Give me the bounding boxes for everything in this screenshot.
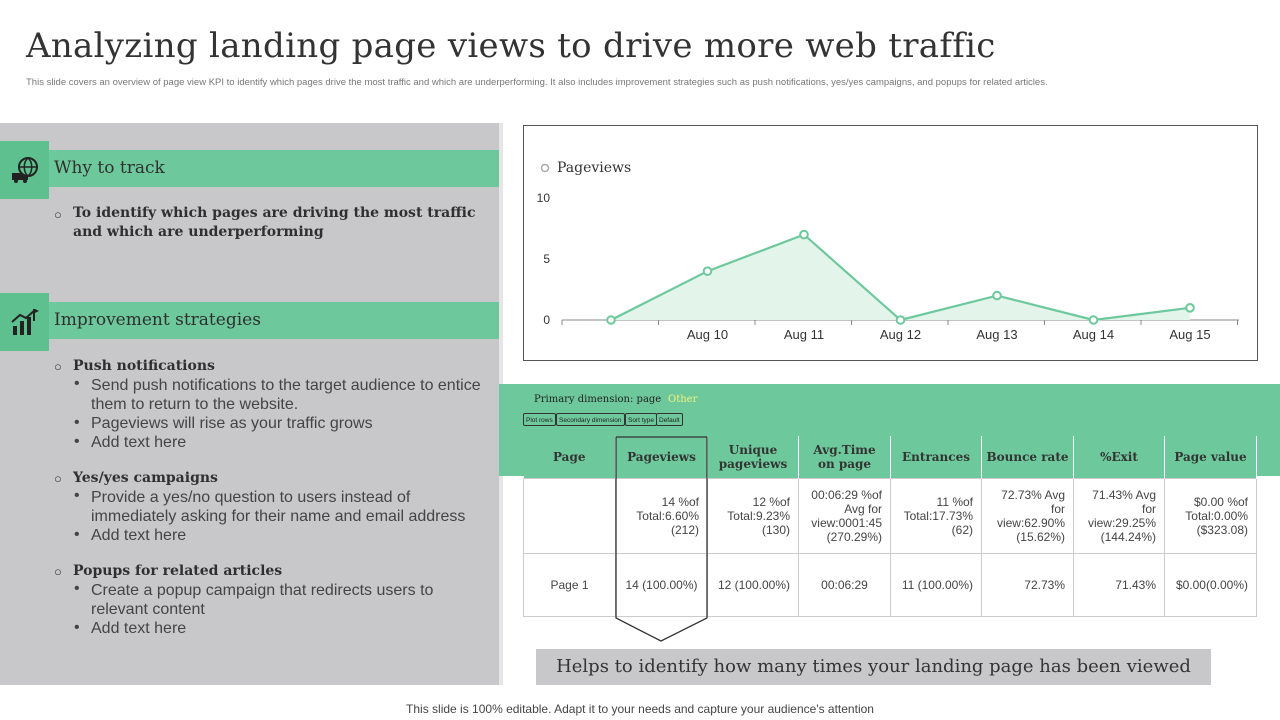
circle-bullet-icon: ○	[54, 207, 62, 222]
data-point	[606, 315, 616, 325]
strategy-bullet: Pageviews will rise as your traffic grow…	[91, 415, 373, 432]
strategy-bullet: Provide a yes/no question to users inste…	[91, 489, 466, 525]
x-tick-label: Aug 15	[1169, 327, 1210, 342]
slide-subtitle: This slide covers an overview of page vi…	[26, 77, 1048, 88]
strategy-heading-popups: Popups for related articles	[73, 563, 283, 579]
x-tick-label: Aug 10	[687, 327, 728, 342]
column-header[interactable]: Bounce rate	[981, 436, 1074, 479]
strategy-bullet: Add text here	[91, 527, 187, 544]
strategy-heading-push: Push notifications	[73, 358, 215, 374]
data-point	[1185, 303, 1195, 313]
circle-bullet-icon: ○	[54, 564, 62, 579]
data-point	[799, 229, 809, 240]
bullet-icon: •	[74, 433, 80, 450]
bullet-icon: •	[74, 375, 80, 392]
pageviews-chart-panel: 10 5 0 Aug 10 Aug 11 Aug 12 Aug 13 Aug 14 Aug 15…	[523, 125, 1258, 361]
table-cell: 71.43% Avg for view:29.25% (144.24%)	[1073, 478, 1165, 554]
table-cell: 72.73% Avg for view:62.90% (15.62%)	[981, 478, 1074, 554]
growth-chart-icon	[0, 293, 49, 351]
strategy-bullet: Add text here	[91, 620, 187, 637]
table-cell: 12 (100.00%)	[707, 553, 799, 617]
default-button[interactable]: Default	[656, 413, 683, 426]
column-header[interactable]: Pageviews	[615, 436, 708, 479]
strategy-heading-yesyes: Yes/yes campaigns	[73, 470, 218, 486]
why-to-track-title: Why to track	[54, 158, 165, 178]
primary-dimension-value[interactable]: Other	[668, 394, 698, 405]
sort-type-button[interactable]: Sort type	[625, 413, 658, 426]
left-panel	[0, 123, 499, 685]
primary-dimension-label: Primary dimension: page	[534, 394, 662, 405]
why-to-track-band: Why to track	[0, 141, 499, 199]
table-cell: 14 %of Total:6.60% (212)	[615, 478, 708, 554]
y-tick-label: 10	[537, 191, 551, 205]
table-cell: 11 (100.00%)	[890, 553, 982, 617]
table-cell: 00:06:29 %of Avg for view:0001:45 (270.2…	[798, 478, 891, 554]
slide-footer: This slide is 100% editable. Adapt it to…	[406, 702, 874, 716]
bullet-icon: •	[74, 487, 80, 504]
x-tick-label: Aug 12	[880, 327, 921, 342]
circle-bullet-icon: ○	[54, 471, 62, 486]
x-tick-label: Aug 14	[1073, 327, 1114, 342]
table-row: Page 1 14 (100.00%) 12 (100.00%) 00:06:2…	[523, 553, 1257, 617]
data-point	[895, 315, 906, 325]
why-to-track-point: To identify which pages are driving the …	[73, 205, 476, 240]
bullet-icon: •	[74, 619, 80, 636]
bullet-icon: •	[74, 414, 80, 431]
bullet-icon: •	[74, 580, 80, 597]
pageviews-chart: 10 5 0 Aug 10 Aug 11 Aug 12 Aug 13 Aug 14 Aug 15…	[537, 160, 1239, 342]
strategy-bullet: Create a popup campaign that redirects u…	[91, 582, 434, 618]
column-header[interactable]: Entrances	[890, 436, 982, 479]
y-tick-label: 0	[543, 313, 550, 327]
circle-bullet-icon: ○	[54, 359, 62, 374]
globe-truck-icon	[0, 141, 49, 199]
table-cell: 12 %of Total:9.23% (130)	[707, 478, 799, 554]
table-summary-row: 14 %of Total:6.60% (212) 12 %of Total:9.…	[523, 478, 1257, 554]
table-cell: 00:06:29	[798, 553, 891, 617]
x-tick-label: Aug 13	[976, 327, 1017, 342]
plot-rows-button[interactable]: Plot rows	[523, 413, 556, 426]
table-cell: 11 %of Total:17.73% (62)	[890, 478, 982, 554]
y-tick-label: 5	[543, 252, 550, 266]
table-cell: 14 (100.00%)	[615, 553, 708, 617]
table-cell	[523, 478, 616, 554]
secondary-dimension-button[interactable]: Secondary dimension	[556, 413, 625, 426]
improvement-strategies-title: Improvement strategies	[54, 310, 261, 330]
data-point	[1088, 315, 1099, 325]
column-header[interactable]: %Exit	[1073, 436, 1165, 479]
data-point	[992, 290, 1002, 301]
landing-page-table: Page Pageviews Unique pageviews Avg.Time…	[523, 436, 1257, 617]
column-header[interactable]: Unique pageviews	[707, 436, 799, 479]
improvement-strategies-band: Improvement strategies	[0, 293, 499, 351]
slide-title: Analyzing landing page views to drive mo…	[26, 26, 996, 66]
column-header[interactable]: Page	[523, 436, 616, 479]
table-cell: $0.00 %of Total:0.00% ($323.08)	[1164, 478, 1257, 554]
data-point	[702, 266, 713, 276]
table-header-row: Page Pageviews Unique pageviews Avg.Time…	[523, 436, 1257, 479]
legend-marker-icon	[540, 163, 550, 173]
callout-banner: Helps to identify how many times your la…	[536, 649, 1211, 685]
table-cell: 72.73%	[981, 553, 1074, 617]
table-cell-page[interactable]: Page 1	[523, 553, 616, 617]
bullet-icon: •	[74, 526, 80, 543]
column-header[interactable]: Page value	[1164, 436, 1257, 479]
column-header[interactable]: Avg.Time on page	[798, 436, 891, 479]
strategy-bullet: Send push notifications to the target au…	[91, 377, 481, 413]
x-tick-label: Aug 11	[784, 327, 824, 342]
strategy-bullet: Add text here	[91, 434, 187, 451]
pageviews-area	[611, 234, 1190, 320]
table-cell: $0.00(0.00%)	[1164, 553, 1257, 617]
table-cell: 71.43%	[1073, 553, 1165, 617]
legend-label: Pageviews	[557, 160, 631, 176]
